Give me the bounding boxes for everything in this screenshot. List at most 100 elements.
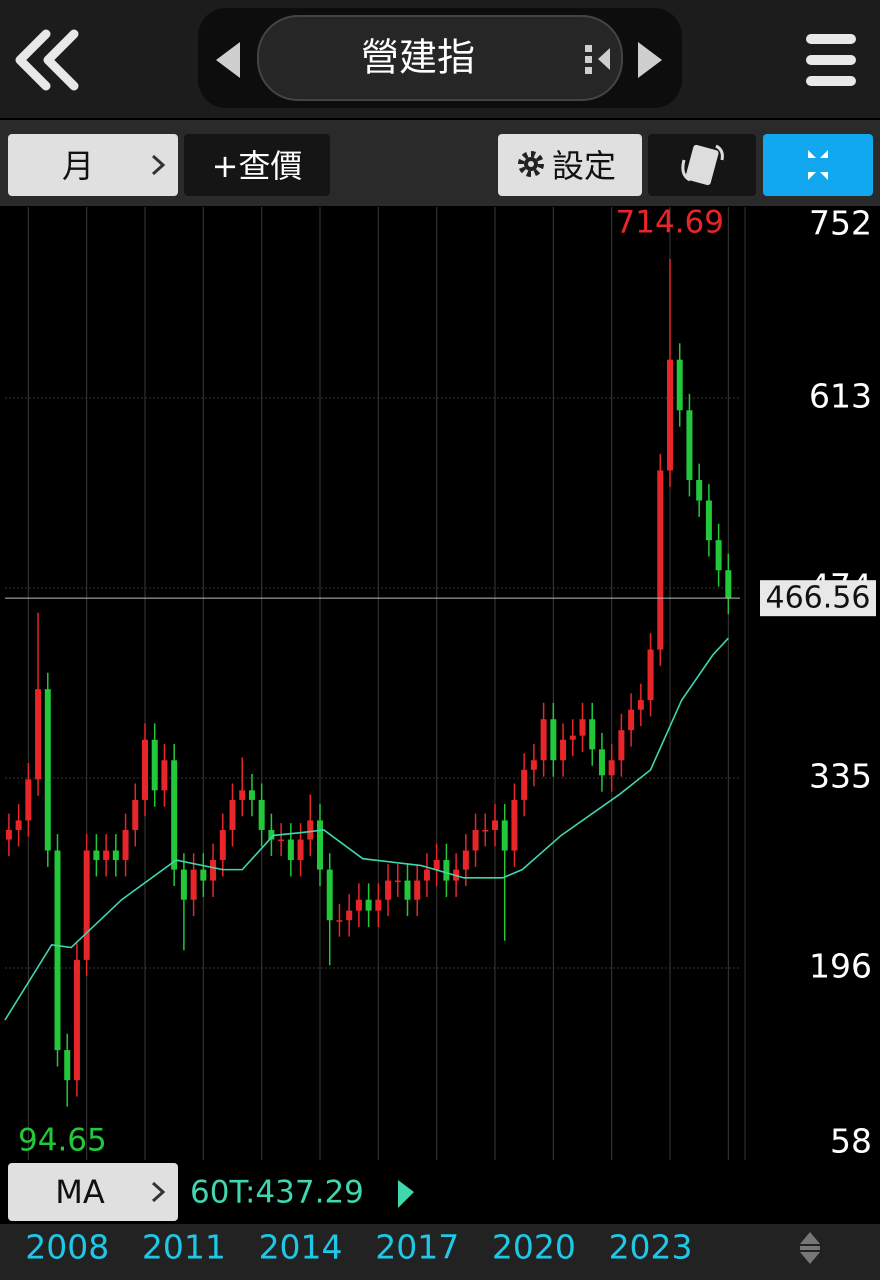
candle-body [210,860,217,881]
grid [5,207,740,1160]
candle-body [433,860,440,870]
candle-body [278,839,285,842]
candle-body [482,829,489,832]
candle-body [248,790,255,800]
candle-body [258,799,265,830]
x-tick-label: 2023 [609,1228,693,1267]
candle-body [219,829,226,861]
candle-body [64,1050,71,1081]
candle-body [404,880,411,900]
rotate-icon [681,144,724,186]
y-tick-label: 58 [830,1122,872,1161]
candle-body [346,910,353,921]
candle-body [715,540,722,571]
candle-body [725,570,732,599]
settings-button[interactable] [498,134,642,196]
next-button[interactable] [638,42,662,78]
candle-body [618,730,625,761]
candle-body [180,869,187,900]
title: 營建指 [361,36,475,80]
quote-label: +查價 [212,147,303,185]
candle-body [54,850,61,1051]
candle-body [132,799,139,830]
candle-body [647,649,654,701]
x-tick-label: 2017 [375,1228,459,1267]
candle-body [540,719,547,761]
candle-body [637,700,644,710]
candle-body [93,850,100,861]
candle-body [589,719,596,750]
candle-body [239,790,246,800]
candle-body [628,709,635,731]
plot [4,258,740,1107]
ma-line [4,637,729,1021]
candle-body [35,689,42,780]
scroll-icon[interactable] [800,1232,820,1264]
prev-button[interactable] [216,42,240,78]
chevron [151,154,166,176]
x-tick-label: 2020 [492,1228,576,1267]
candle-body [287,839,294,861]
candle-body [307,820,314,840]
y-tick-label: 752 [809,204,872,243]
candle-body [229,799,236,830]
y-tick-label: 196 [809,947,872,986]
chevron [151,1181,166,1203]
candle-body [268,829,275,840]
candle-body [579,719,586,736]
candle-body [667,359,673,471]
candle-body [365,899,372,911]
candle-body [657,470,664,650]
candle-body [462,850,469,870]
candle-body [375,899,382,911]
candle-body [472,829,479,851]
candle-body [122,829,129,861]
x-tick-label: 2014 [259,1228,343,1267]
list-icon[interactable] [585,45,610,74]
ma-button-label: MA [55,1173,105,1211]
gear-icon [518,151,544,177]
x-tick-label: 2008 [25,1228,109,1267]
cursor-icon [398,1180,414,1208]
quote-button[interactable] [184,134,330,196]
candle-body [161,760,168,791]
menu-button[interactable] [806,34,856,86]
candle-body [560,739,567,761]
candle-body [521,769,528,800]
back-button[interactable] [15,29,79,91]
candle-body [550,719,557,761]
candle-body [443,860,450,881]
fullscreen-button[interactable] [763,134,873,196]
candle-body [151,739,158,791]
candle-body [15,820,22,830]
candle-body [73,959,80,1081]
x-axis-bar [0,1224,880,1280]
candle-body [171,760,178,870]
candle-body [696,480,703,501]
candle-body [676,359,683,411]
candle-body [44,689,51,851]
x-axis: 2008 2011 2014 2017 2020 2023 [25,1228,692,1267]
candle-body [25,779,32,821]
title-pill[interactable] [257,15,623,101]
candle-body [297,839,304,861]
candle-body [83,850,90,960]
period-label: 月 [62,147,94,185]
candle-body [501,820,508,851]
candle-body [355,899,362,911]
x-tick-label: 2011 [142,1228,226,1267]
candle-body [317,820,323,870]
candle-body [569,735,576,740]
settings-label: 設定 [552,147,616,185]
ma-button[interactable] [8,1163,178,1221]
y-tick-label: 335 [809,757,872,796]
candle-body [200,869,207,881]
candle-body [414,880,421,900]
candle-body [5,829,12,840]
candle-body [598,749,605,776]
period-button[interactable] [8,134,178,196]
candle-body [705,500,712,541]
